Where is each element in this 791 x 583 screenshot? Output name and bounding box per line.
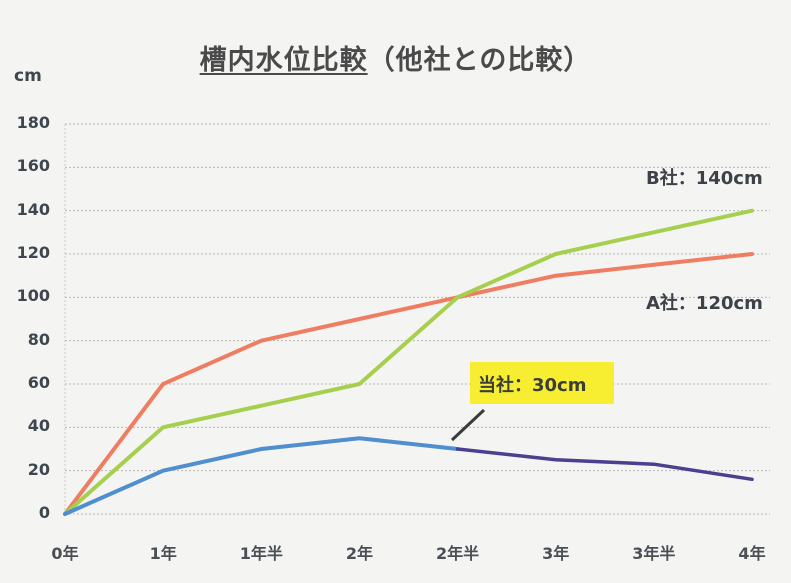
y-tick-label: 80 [27, 329, 50, 349]
own-company-label: 当社：30cm [478, 375, 587, 396]
y-tick-label: 60 [27, 373, 50, 392]
chart-title: 槽内水位比較（他社との比較） [0, 38, 791, 77]
series-line [455, 447, 754, 482]
x-tick-label: 3年半 [632, 544, 676, 563]
own-company-callout: 当社：30cm [470, 362, 614, 404]
x-tick-label: 0年 [51, 544, 79, 563]
grid-lines [65, 123, 770, 515]
y-tick-label: 100 [16, 286, 50, 306]
x-tick-label: 2年 [345, 544, 373, 563]
x-tick-label: 4年 [738, 544, 766, 563]
callout-leader-line [450, 408, 486, 442]
y-tick-label: 0 [38, 503, 50, 522]
x-tick-label: 1年半 [239, 544, 283, 563]
y-tick-label: 180 [16, 113, 50, 132]
y-axis-unit: cm [14, 66, 42, 86]
y-tick-label: 140 [16, 199, 50, 219]
x-tick-label: 1年 [149, 544, 177, 563]
series-line [63, 436, 460, 516]
a-company-label: A社：120cm [646, 293, 763, 314]
y-tick-label: 160 [16, 156, 50, 176]
series-line [63, 252, 754, 516]
y-tick-label: 120 [16, 243, 50, 262]
series-lines [63, 208, 754, 516]
x-tick-label: 2年半 [435, 544, 480, 563]
chart-title-main: 槽内水位比較 [199, 45, 368, 76]
series-line [63, 208, 754, 516]
b-company-label: B社：140cm [646, 168, 763, 189]
x-tick-label: 3年 [542, 544, 570, 563]
y-tick-label: 40 [27, 416, 50, 436]
chart-title-sub: （他社との比較） [367, 45, 592, 76]
y-tick-label: 20 [27, 459, 50, 479]
